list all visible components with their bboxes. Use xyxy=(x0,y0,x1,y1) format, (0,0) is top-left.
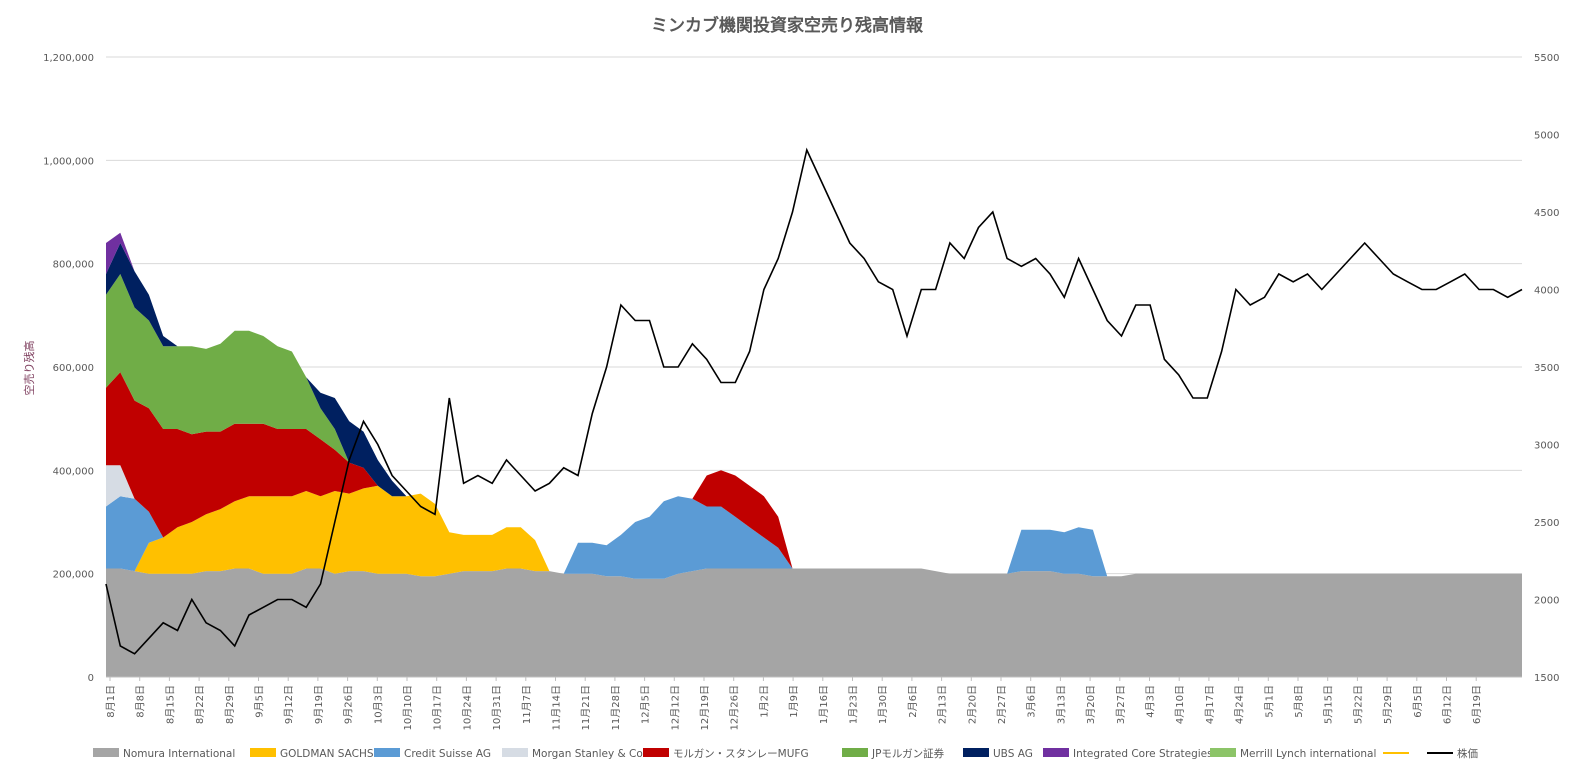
legend-label: Nomura International xyxy=(123,748,235,760)
x-tick-label: 11月21日 xyxy=(580,685,592,730)
x-tick-label: 8月22日 xyxy=(194,685,206,724)
x-tick-label: 8月15日 xyxy=(164,685,176,724)
x-tick-label: 5月29日 xyxy=(1382,685,1394,724)
x-tick-label: 10月3日 xyxy=(372,685,384,724)
x-tick-label: 8月8日 xyxy=(135,685,147,718)
x-tick-label: 3月27日 xyxy=(1115,685,1127,724)
x-tick-label: 1月9日 xyxy=(788,685,800,718)
x-tick-label: 2月6日 xyxy=(907,685,919,718)
legend-swatch xyxy=(374,748,400,757)
y-tick-label: 800,000 xyxy=(53,260,94,271)
y2-tick-label: 4000 xyxy=(1534,286,1559,297)
legend-label: Credit Suisse AG xyxy=(404,748,491,760)
x-tick-label: 10月31日 xyxy=(491,685,503,730)
legend-label: Morgan Stanley & Co. xyxy=(532,748,646,760)
x-tick-label: 4月3日 xyxy=(1145,685,1157,718)
y2-tick-label: 4500 xyxy=(1534,208,1559,219)
x-tick-label: 9月12日 xyxy=(283,685,295,724)
x-tick-label: 4月24日 xyxy=(1234,685,1246,724)
legend-swatch xyxy=(643,748,669,757)
x-tick-label: 5月8日 xyxy=(1293,685,1305,718)
y-tick-label: 400,000 xyxy=(53,466,94,477)
x-tick-label: 11月7日 xyxy=(521,685,533,724)
x-tick-label: 12月26日 xyxy=(729,685,741,730)
x-tick-label: 12月19日 xyxy=(699,685,711,730)
x-tick-label: 10月10日 xyxy=(402,685,414,730)
y-tick-label: 1,200,000 xyxy=(43,53,94,64)
legend-label: JPモルガン証券 xyxy=(871,747,945,760)
x-tick-label: 11月28日 xyxy=(610,685,622,730)
x-tick-label: 2月27日 xyxy=(996,685,1008,724)
legend-swatch xyxy=(502,748,528,757)
legend-label: Merrill Lynch international xyxy=(1240,748,1376,760)
legend-label: Integrated Core Strategies xyxy=(1073,748,1213,760)
legend-swatch xyxy=(963,748,989,757)
legend-swatch xyxy=(93,748,119,757)
legend-swatch xyxy=(842,748,868,757)
legend-swatch xyxy=(1043,748,1069,757)
area-nomura-international xyxy=(106,568,1522,677)
x-tick-label: 9月5日 xyxy=(254,685,266,718)
legend-swatch xyxy=(1210,748,1236,757)
x-tick-label: 6月19日 xyxy=(1471,685,1483,724)
x-tick-label: 1月16日 xyxy=(818,685,830,724)
x-tick-label: 12月5日 xyxy=(640,685,652,724)
series-areas xyxy=(106,232,1522,677)
x-tick-label: 9月19日 xyxy=(313,685,325,724)
chart-title: ミンカブ機関投資家空売り残高情報 xyxy=(651,15,924,36)
x-tick-label: 2月13日 xyxy=(937,685,949,724)
legend-label: 株価 xyxy=(1457,747,1478,760)
x-tick-label: 6月5日 xyxy=(1412,685,1424,718)
x-tick-label: 5月1日 xyxy=(1263,685,1275,718)
x-tick-label: 3月6日 xyxy=(1026,685,1038,718)
x-tick-label: 1月2日 xyxy=(758,685,770,718)
y2-tick-label: 3500 xyxy=(1534,363,1559,374)
x-tick-label: 2月20日 xyxy=(966,685,978,724)
y2-tick-label: 3000 xyxy=(1534,441,1559,452)
x-tick-label: 6月12日 xyxy=(1442,685,1454,724)
legend-label: モルガン・スタンレーMUFG xyxy=(673,748,809,760)
x-tick-label: 4月17日 xyxy=(1204,685,1216,724)
price-line-group xyxy=(105,147,1523,655)
x-tick-label: 5月15日 xyxy=(1323,685,1335,724)
x-tick-label: 3月13日 xyxy=(1055,685,1067,724)
y2-tick-label: 5000 xyxy=(1534,131,1559,142)
legend-label: UBS AG xyxy=(993,748,1033,760)
y2-tick-label: 5500 xyxy=(1534,53,1559,64)
x-tick-label: 8月29日 xyxy=(224,685,236,724)
y-tick-label: 200,000 xyxy=(53,570,94,581)
y2-tick-label: 1500 xyxy=(1534,673,1559,684)
axes: 0 200,000 400,000 600,000 800,000 1,000,000 1,… xyxy=(43,53,1559,730)
x-tick-label: 10月17日 xyxy=(432,685,444,730)
y-tick-label: 1,000,000 xyxy=(43,156,94,167)
legend-label: GOLDMAN SACHS xyxy=(280,748,374,760)
y-tick-label: 0 xyxy=(88,673,94,684)
x-tick-label: 10月24日 xyxy=(461,685,473,730)
x-tick-label: 4月10日 xyxy=(1174,685,1186,724)
x-tick-label: 1月30日 xyxy=(877,685,889,724)
legend: Nomura International GOLDMAN SACHS Credit … xyxy=(93,747,1478,760)
x-tick-label: 8月1日 xyxy=(105,685,117,718)
price-line xyxy=(105,147,1523,655)
x-tick-label: 9月26日 xyxy=(343,685,355,724)
area-goldman-sachs xyxy=(106,485,1522,579)
x-tick-label: 11月14日 xyxy=(551,685,563,730)
y2-tick-label: 2500 xyxy=(1534,518,1559,529)
x-tick-label: 1月23日 xyxy=(848,685,860,724)
y-tick-label: 600,000 xyxy=(53,363,94,374)
x-tick-label: 5月22日 xyxy=(1352,685,1364,724)
x-tick-label: 3月20日 xyxy=(1085,685,1097,724)
y-axis-title: 空売り残高 xyxy=(22,341,36,396)
x-tick-label: 12月12日 xyxy=(669,685,681,730)
y2-tick-label: 2000 xyxy=(1534,596,1559,607)
legend-swatch xyxy=(250,748,276,757)
